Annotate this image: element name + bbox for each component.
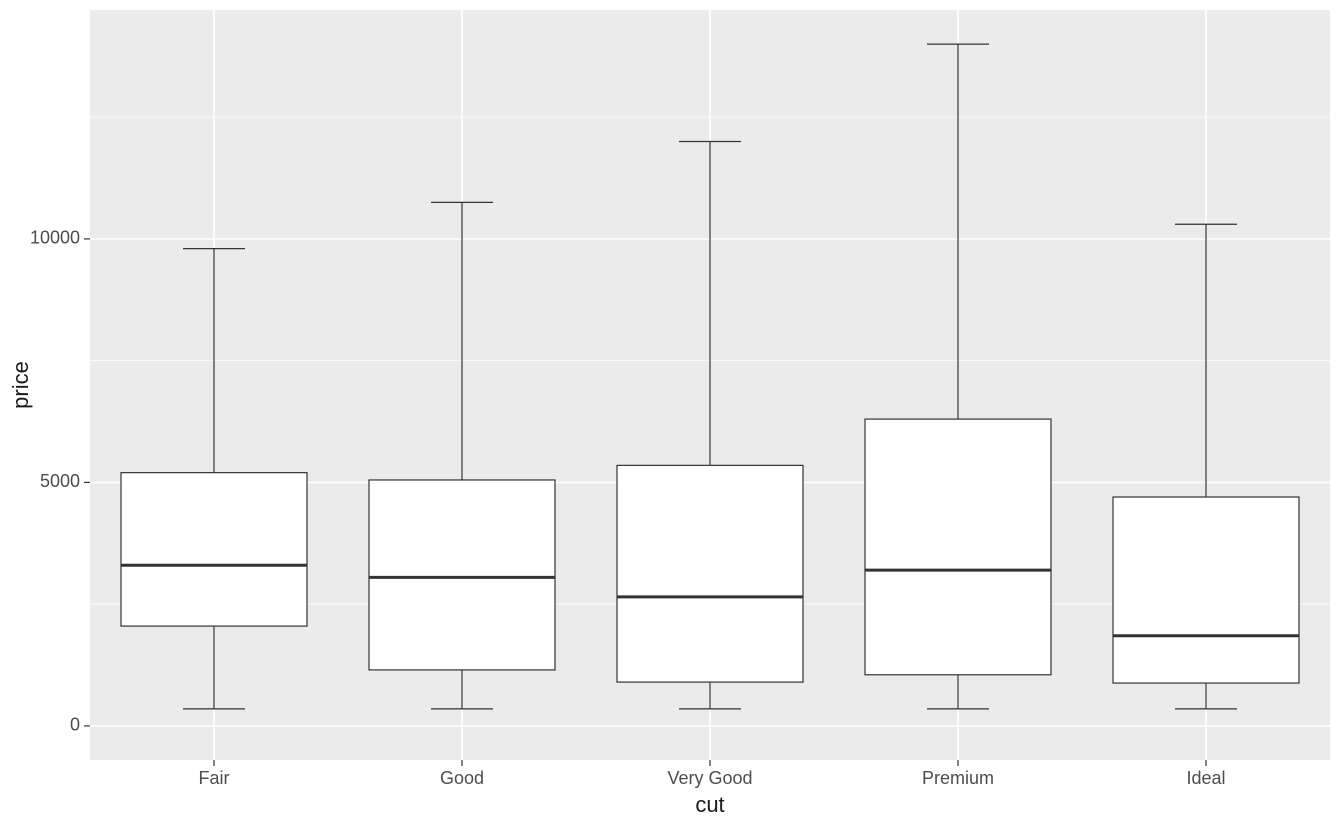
chart-svg: 0 5000 10000 Fair Good Very Good Premium Ideal c… xyxy=(0,0,1344,830)
x-tick-label: Ideal xyxy=(1186,768,1225,788)
box-rect xyxy=(865,419,1051,675)
y-tick-label: 5000 xyxy=(40,471,80,491)
box-rect xyxy=(617,465,803,682)
box-rect xyxy=(369,480,555,670)
y-axis-title: price xyxy=(8,361,33,409)
x-tick-label: Good xyxy=(440,768,484,788)
x-tick-label: Very Good xyxy=(667,768,752,788)
x-tick-label: Fair xyxy=(199,768,230,788)
y-tick-label: 0 xyxy=(70,715,80,735)
boxplot-chart: 0 5000 10000 Fair Good Very Good Premium Ideal c… xyxy=(0,0,1344,830)
box-rect xyxy=(121,473,307,626)
x-axis-title: cut xyxy=(695,792,724,817)
x-tick-label: Premium xyxy=(922,768,994,788)
box-rect xyxy=(1113,497,1299,683)
y-tick-label: 10000 xyxy=(30,228,80,248)
